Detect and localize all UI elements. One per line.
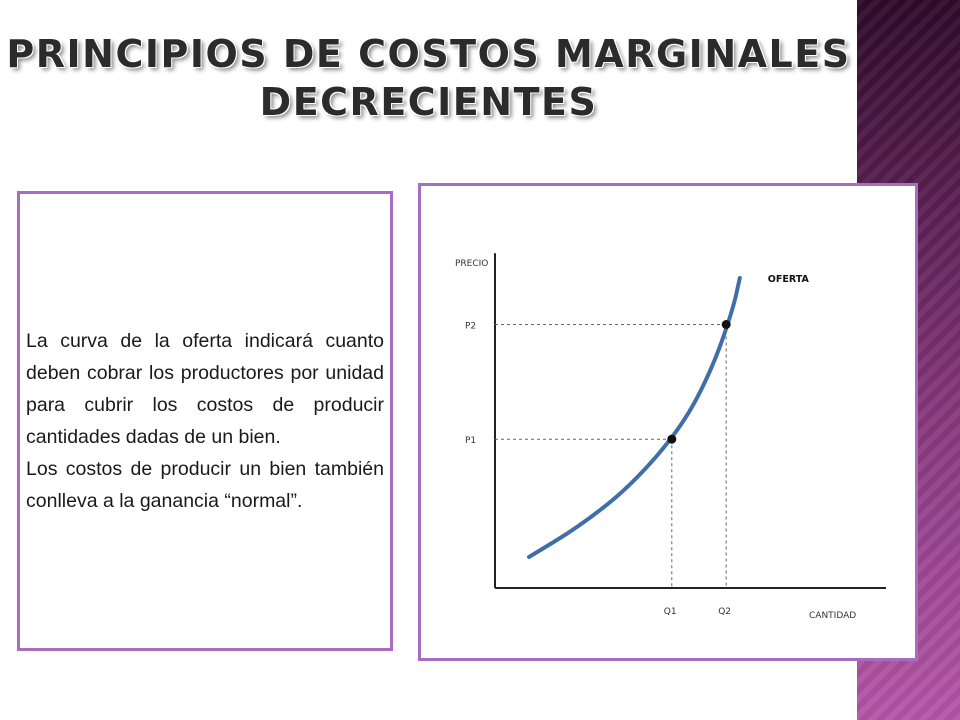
x-tick-q2: Q2 <box>718 607 731 617</box>
paragraph-normal-profit: Los costos de producir un bien también c… <box>26 458 384 512</box>
y-axis-label: PRECIO <box>455 259 488 269</box>
supply-curve-line <box>527 276 742 559</box>
paragraph-supply-curve: La curva de la oferta indicará cuanto de… <box>26 330 384 448</box>
title-line-1: PRINCIPIOS DE COSTOS MARGINALES <box>6 32 851 76</box>
text-panel-content: La curva de la oferta indicará cuanto de… <box>26 325 384 517</box>
point-marker-1 <box>667 434 677 444</box>
text-panel: La curva de la oferta indicará cuanto de… <box>17 191 393 651</box>
chart-panel: PRECIO CANTIDAD OFERTA P1 Q1 P2 Q2 <box>418 183 918 661</box>
point-marker-2 <box>721 320 731 329</box>
title-line-2: DECRECIENTES <box>259 80 598 124</box>
slide-title: PRINCIPIOS DE COSTOS MARGINALES DECRECIE… <box>0 30 857 126</box>
y-tick-p1: P1 <box>465 436 476 446</box>
supply-curve-label: OFERTA <box>768 274 810 285</box>
x-axis-label: CANTIDAD <box>809 611 856 621</box>
x-tick-q1: Q1 <box>664 607 677 617</box>
supply-curve-chart: PRECIO CANTIDAD OFERTA P1 Q1 P2 Q2 <box>455 253 886 621</box>
y-tick-p2: P2 <box>465 322 476 332</box>
